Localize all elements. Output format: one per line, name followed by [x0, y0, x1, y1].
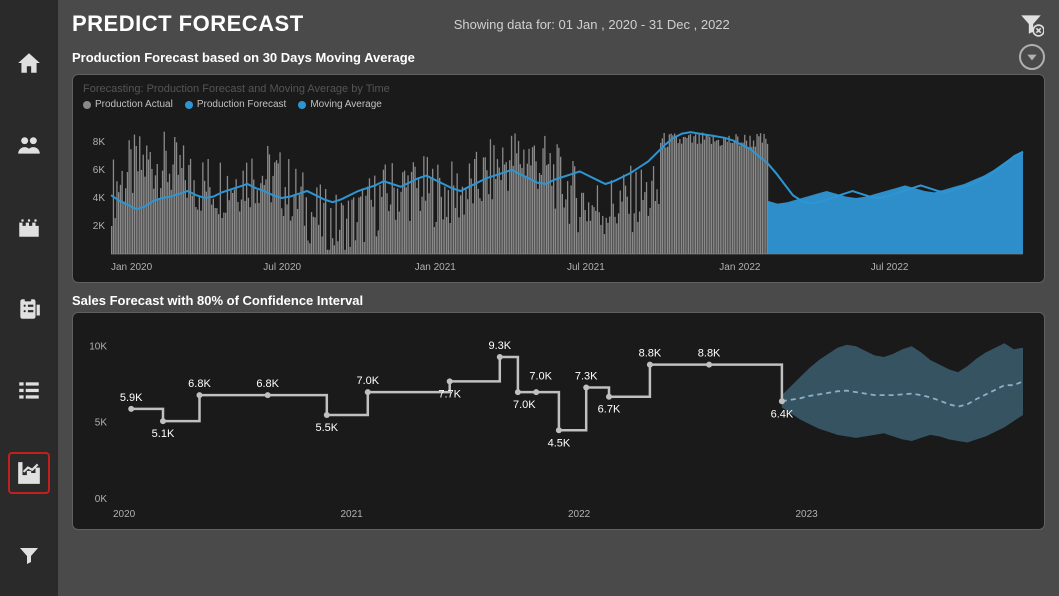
svg-text:8.8K: 8.8K	[639, 348, 662, 360]
header-icons	[1017, 10, 1045, 38]
svg-text:6.4K: 6.4K	[771, 408, 794, 420]
svg-text:7.0K: 7.0K	[513, 399, 536, 411]
chart1-subtitle: Forecasting: Production Forecast and Mov…	[83, 83, 1034, 95]
svg-text:7.3K: 7.3K	[575, 371, 598, 383]
svg-text:2K: 2K	[93, 221, 106, 232]
svg-text:Jan 2021: Jan 2021	[415, 262, 457, 273]
legend-dot-icon	[83, 101, 91, 109]
svg-text:6.8K: 6.8K	[256, 378, 279, 390]
page-title: PREDICT FORECAST	[72, 11, 304, 37]
legend-label: Production Actual	[95, 99, 173, 110]
chart2-box: 0K 5K 10K 2020 2021 2022 2023 5.9K 5.1K 6.8K 6.8K 5…	[72, 312, 1045, 530]
svg-text:2021: 2021	[341, 509, 364, 520]
svg-text:5K: 5K	[95, 418, 108, 429]
legend-item: Production Forecast	[185, 99, 287, 110]
sidebar-item-filter[interactable]	[8, 534, 50, 576]
sidebar	[0, 0, 58, 596]
sidebar-item-inventory[interactable]	[8, 206, 50, 248]
svg-text:6.7K: 6.7K	[598, 404, 621, 416]
chart1-canvas[interactable]: 2K 4K 6K 8K Jan 2020 Jul 2020 Jan 2021 Jul 2021…	[83, 116, 1034, 274]
chart2-title: Sales Forecast with 80% of Confidence In…	[72, 293, 363, 308]
header: PREDICT FORECAST Showing data for: 01 Ja…	[72, 10, 1045, 38]
svg-text:5.5K: 5.5K	[315, 422, 338, 434]
chart2-canvas[interactable]: 0K 5K 10K 2020 2021 2022 2023 5.9K 5.1K 6.8K 6.8K 5…	[83, 321, 1034, 521]
chart1-box: Forecasting: Production Forecast and Mov…	[72, 74, 1045, 283]
sidebar-item-tables[interactable]	[8, 370, 50, 412]
svg-text:2020: 2020	[113, 509, 136, 520]
date-range-prefix: Showing data for:	[454, 17, 559, 32]
svg-text:8.8K: 8.8K	[698, 348, 721, 360]
filter-clear-icon	[1018, 11, 1044, 37]
list-icon	[16, 378, 42, 404]
svg-text:Jul 2020: Jul 2020	[263, 262, 301, 273]
svg-text:7.0K: 7.0K	[356, 375, 379, 387]
main-content: PREDICT FORECAST Showing data for: 01 Ja…	[58, 0, 1059, 596]
date-range-value: 01 Jan , 2020 - 31 Dec , 2022	[558, 17, 729, 32]
collapse-button[interactable]	[1019, 44, 1045, 70]
chart1-section: Production Forecast based on 30 Days Mov…	[72, 44, 1045, 283]
svg-text:5.1K: 5.1K	[152, 428, 175, 440]
svg-text:9.3K: 9.3K	[488, 340, 511, 352]
legend-dot-icon	[185, 101, 193, 109]
chart1-title: Production Forecast based on 30 Days Mov…	[72, 50, 415, 65]
svg-text:4K: 4K	[93, 193, 106, 204]
svg-text:0K: 0K	[95, 494, 108, 505]
svg-text:8K: 8K	[93, 137, 106, 148]
svg-text:Jul 2021: Jul 2021	[567, 262, 605, 273]
svg-text:6.8K: 6.8K	[188, 378, 211, 390]
svg-text:7.7K: 7.7K	[438, 388, 461, 400]
legend-label: Moving Average	[310, 99, 382, 110]
castle-icon	[16, 214, 42, 240]
chevron-down-icon	[1025, 50, 1039, 64]
svg-text:7.0K: 7.0K	[529, 371, 552, 383]
chart1-legend: Production Actual Production Forecast Mo…	[83, 99, 1034, 110]
sidebar-item-users[interactable]	[8, 124, 50, 166]
legend-label: Production Forecast	[197, 99, 287, 110]
svg-text:4.5K: 4.5K	[548, 437, 571, 449]
svg-text:Jan 2022: Jan 2022	[719, 262, 761, 273]
svg-text:2023: 2023	[796, 509, 819, 520]
users-icon	[16, 132, 42, 158]
svg-text:10K: 10K	[89, 341, 107, 352]
chart2-section: Sales Forecast with 80% of Confidence In…	[72, 293, 1045, 530]
svg-text:Jul 2022: Jul 2022	[871, 262, 909, 273]
legend-dot-icon	[298, 101, 306, 109]
svg-text:5.9K: 5.9K	[120, 392, 143, 404]
svg-text:6K: 6K	[93, 165, 106, 176]
forecast-icon	[16, 460, 42, 486]
sidebar-item-home[interactable]	[8, 42, 50, 84]
svg-text:2022: 2022	[568, 509, 591, 520]
filter-icon	[17, 543, 41, 567]
legend-item: Production Actual	[83, 99, 173, 110]
date-range: Showing data for: 01 Jan , 2020 - 31 Dec…	[454, 17, 730, 32]
home-icon	[16, 50, 42, 76]
legend-item: Moving Average	[298, 99, 382, 110]
clipboard-icon	[16, 296, 42, 322]
sidebar-item-forecast[interactable]	[8, 452, 50, 494]
sidebar-item-reports[interactable]	[8, 288, 50, 330]
svg-text:Jan 2020: Jan 2020	[111, 262, 153, 273]
clear-filter-button[interactable]	[1017, 10, 1045, 38]
